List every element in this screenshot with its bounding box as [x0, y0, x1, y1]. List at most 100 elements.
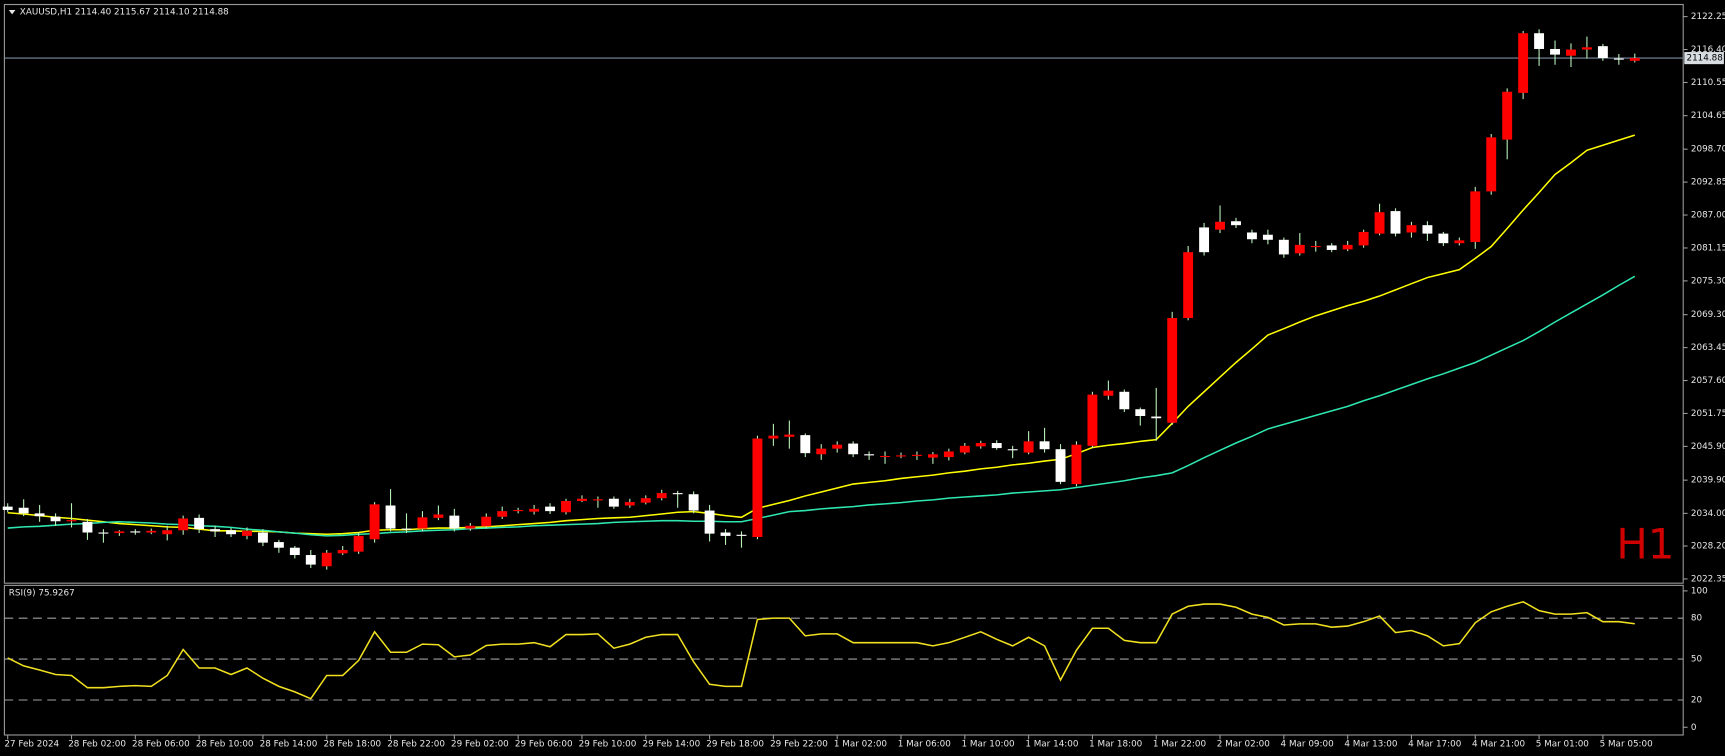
- rsi-panel: [3, 584, 1684, 736]
- candle-body: [545, 506, 556, 512]
- candle-body: [1597, 46, 1608, 58]
- candle-body: [832, 444, 843, 449]
- menu-arrow[interactable]: [8, 10, 16, 15]
- candle-body: [1071, 444, 1082, 485]
- candle-body: [1534, 33, 1545, 49]
- candle-body: [959, 445, 970, 453]
- candle-body: [1151, 416, 1162, 419]
- candle-body: [1629, 58, 1640, 61]
- y-tick-label: 80: [1691, 614, 1703, 624]
- candle-body: [146, 530, 157, 533]
- candle-body: [257, 532, 268, 543]
- x-tick-label: 5 Mar 01:00: [1536, 739, 1590, 749]
- candle-body: [975, 443, 986, 447]
- price-label: 2114.88: [1686, 54, 1722, 64]
- candle-body: [864, 454, 875, 456]
- y-tick-label: 2051.75: [1691, 409, 1725, 419]
- candle-body: [991, 443, 1002, 449]
- x-tick-label: 29 Feb 18:00: [706, 739, 764, 749]
- x-tick-label: 29 Feb 14:00: [642, 739, 700, 749]
- candle-body: [704, 510, 715, 534]
- x-tick-label: 4 Mar 17:00: [1408, 739, 1462, 749]
- candle-body: [50, 516, 61, 522]
- y-tick-label: 2034.00: [1691, 509, 1725, 519]
- x-tick-label: 28 Feb 10:00: [196, 739, 254, 749]
- candle-body: [114, 531, 125, 534]
- candle-body: [417, 517, 428, 529]
- x-tick-label: 1 Mar 14:00: [1025, 739, 1079, 749]
- rsi-line: [7, 600, 1635, 700]
- y-tick-label: 2069.30: [1691, 310, 1725, 320]
- candle-body: [1454, 240, 1465, 244]
- candle-body: [800, 435, 811, 454]
- candle-body: [943, 451, 954, 458]
- timeframe-watermark: H1: [1616, 519, 1674, 568]
- candle-body: [1007, 449, 1018, 451]
- candle-body: [2, 506, 13, 510]
- rsi-title: RSI(9) 75.9267: [9, 589, 75, 599]
- candle-body: [34, 513, 45, 517]
- x-tick-label: 4 Mar 13:00: [1344, 739, 1398, 749]
- x-tick-label: 28 Feb 02:00: [68, 739, 126, 749]
- x-tick-label: 1 Mar 10:00: [962, 739, 1016, 749]
- candle-body: [210, 529, 221, 532]
- y-tick-label: 2098.70: [1691, 145, 1725, 155]
- x-tick-label: 29 Feb 22:00: [770, 739, 828, 749]
- candle-body: [752, 438, 763, 538]
- candle-body: [194, 517, 205, 530]
- candle-body: [465, 525, 476, 529]
- y-tick-label: 0: [1691, 723, 1697, 733]
- candle-body: [1167, 318, 1178, 423]
- candle-body: [1215, 221, 1225, 230]
- price-box: [1684, 52, 1724, 65]
- candle-body: [592, 499, 603, 501]
- moving-average: [7, 134, 1636, 535]
- candle-body: [1199, 227, 1210, 253]
- moving-average: [7, 275, 1636, 537]
- candle-body: [896, 455, 906, 457]
- candle-body: [1310, 245, 1321, 248]
- candle-body: [66, 520, 77, 522]
- candle-body: [688, 494, 699, 511]
- candle-body: [1231, 221, 1241, 226]
- candle-body: [273, 542, 284, 548]
- candle-body: [130, 531, 141, 533]
- y-tick-label: 2063.45: [1691, 343, 1725, 353]
- candle-body: [880, 455, 891, 458]
- candle-body: [226, 530, 236, 535]
- candle-body: [672, 493, 683, 495]
- candle-body: [1470, 191, 1481, 243]
- candle-body: [1406, 225, 1417, 233]
- candle-body: [1326, 245, 1337, 250]
- candle-body: [1183, 252, 1194, 319]
- candle-body: [624, 502, 635, 506]
- candle-body: [1550, 48, 1560, 55]
- candle-body: [1103, 390, 1114, 396]
- candle-body: [529, 508, 540, 512]
- candle-body: [1613, 58, 1624, 60]
- candle-body: [369, 504, 380, 540]
- y-tick-label: 2075.30: [1691, 276, 1725, 286]
- candle-body: [784, 434, 795, 437]
- candle-body: [848, 443, 859, 455]
- y-tick-label: 20: [1691, 696, 1703, 706]
- candle-body: [1135, 409, 1146, 416]
- candle-body: [1374, 212, 1385, 234]
- candle-body: [1518, 33, 1529, 93]
- y-tick-label: 100: [1691, 586, 1708, 596]
- candle-body: [321, 552, 332, 567]
- candle-body: [1294, 244, 1305, 254]
- candle-body: [912, 454, 922, 456]
- candle-body: [1390, 211, 1401, 234]
- y-tick-label: 2122.25: [1691, 12, 1725, 22]
- y-tick-label: 2092.85: [1691, 178, 1725, 188]
- candle-body: [1087, 394, 1098, 446]
- candle-body: [577, 498, 587, 501]
- x-tick-label: 29 Feb 02:00: [451, 739, 509, 749]
- candle-body: [289, 547, 300, 556]
- candle-body: [1566, 49, 1576, 56]
- candle-body: [736, 534, 747, 536]
- x-tick-label: 28 Feb 14:00: [260, 739, 318, 749]
- candle-body: [1023, 441, 1034, 453]
- candle-body: [816, 448, 827, 455]
